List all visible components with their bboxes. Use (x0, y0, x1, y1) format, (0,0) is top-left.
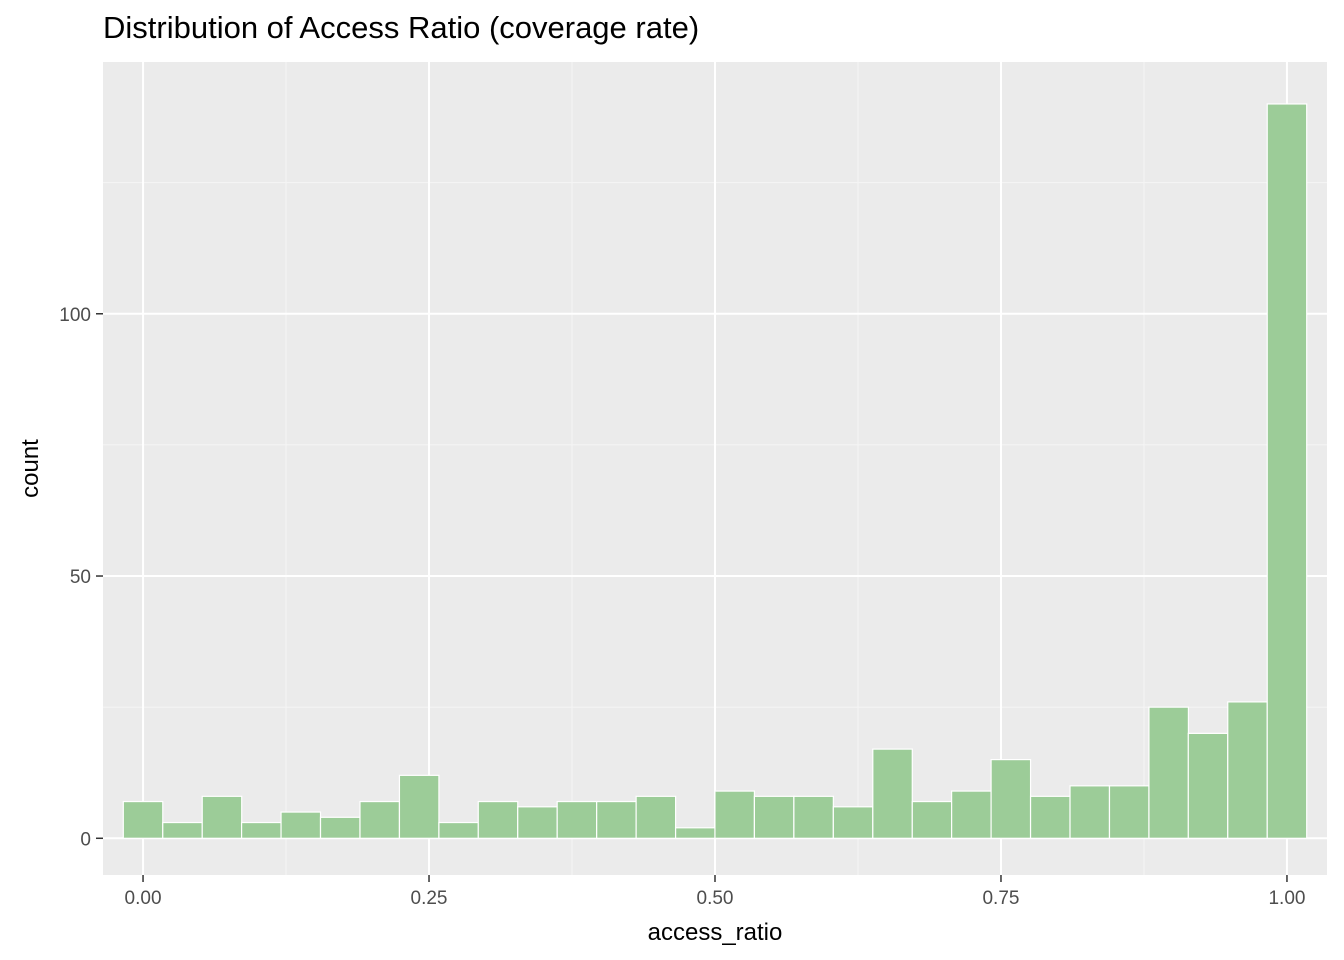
histogram-bar (398, 774, 440, 839)
histogram-bar (832, 806, 874, 839)
x-tick-label: 0.75 (982, 888, 1019, 909)
histogram-bar (1187, 732, 1229, 839)
histogram-bar (201, 795, 243, 839)
x-tick-label: 0.50 (697, 888, 734, 909)
histogram-bar (319, 816, 361, 839)
histogram-bar (359, 800, 401, 839)
y-tick-label: 50 (70, 567, 91, 588)
histogram-bar (1148, 706, 1190, 839)
histogram-bar (793, 795, 834, 839)
histogram-bar (1108, 785, 1150, 839)
histogram-bar (596, 800, 637, 839)
y-tick-label: 0 (80, 829, 91, 850)
histogram-bar (1029, 795, 1071, 839)
histogram-bar (1227, 701, 1268, 839)
x-axis-title: access_ratio (648, 919, 783, 946)
y-axis-title: count (17, 439, 44, 498)
histogram-bar (477, 800, 519, 839)
histogram-bar (990, 759, 1032, 839)
histogram-bar (753, 795, 795, 839)
histogram-bar (122, 800, 164, 839)
histogram-bar (635, 795, 677, 839)
histogram-bar (438, 821, 479, 839)
histogram-bar (714, 790, 756, 839)
histogram-bar (1069, 785, 1111, 839)
histogram-bar (1266, 103, 1308, 839)
chart-title: Distribution of Access Ratio (coverage r… (103, 10, 700, 45)
y-tick-label: 100 (59, 305, 91, 326)
y-axis: 0 50 100 (59, 305, 103, 850)
x-tick-label: 0.25 (411, 888, 448, 909)
histogram-bar (674, 827, 716, 839)
histogram-bar (556, 800, 598, 839)
histogram-bar (162, 821, 203, 839)
x-tick-label: 0.00 (125, 888, 162, 909)
histogram-bar (517, 806, 558, 839)
histogram-bar (911, 800, 953, 839)
histogram-bar (240, 821, 282, 839)
x-axis: 0.00 0.25 0.50 0.75 1.00 (125, 875, 1305, 909)
x-tick-label: 1.00 (1268, 888, 1305, 909)
histogram-bar (951, 790, 992, 839)
histogram-bar (872, 748, 913, 839)
histogram-bars (122, 103, 1308, 839)
histogram-bar (280, 811, 322, 839)
